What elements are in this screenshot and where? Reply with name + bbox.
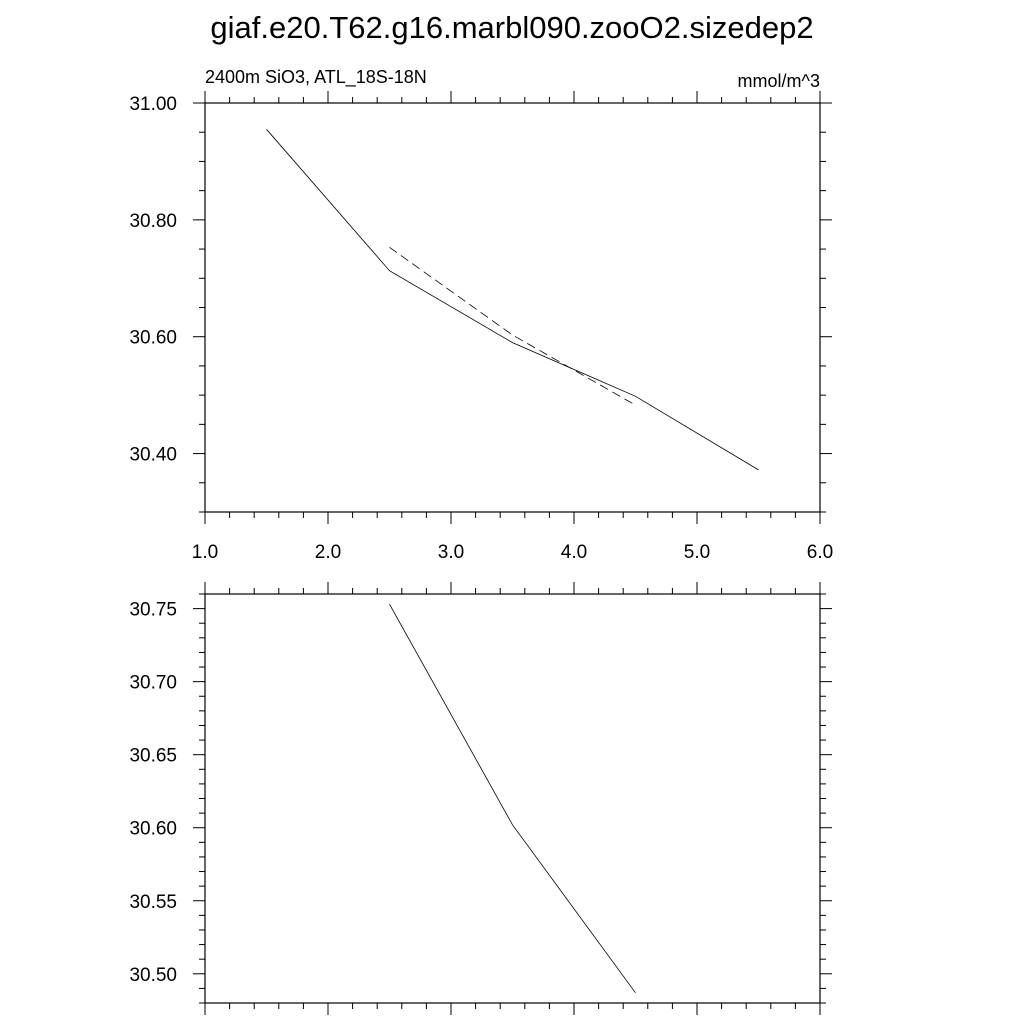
top-x-tick-label: 2.0 (315, 542, 341, 563)
bottom-y-tick-label: 30.55 (129, 892, 177, 913)
bottom-panel: 30.50 30.55 30.60 30.65 30.70 30.75 (129, 582, 832, 1015)
top-y-tick-label: 30.80 (129, 211, 177, 232)
bottom-y-tick-label: 30.50 (129, 965, 177, 986)
top-x-tick-label: 5.0 (684, 542, 710, 563)
bottom-panel-frame (204, 593, 821, 1004)
top-panel-units: mmol/m^3 (738, 71, 820, 91)
bottom-panel-ticks: 30.50 30.55 30.60 30.65 30.70 30.75 (129, 582, 832, 1015)
top-y-tick-label: 30.60 (129, 328, 177, 349)
top-x-tick-label: 3.0 (438, 542, 464, 563)
top-y-tick-label: 30.40 (129, 445, 177, 466)
top-panel-series (266, 129, 759, 471)
top-x-tick-label: 6.0 (807, 542, 833, 563)
bottom-y-tick-label: 30.60 (129, 819, 177, 840)
top-y-tick-label: 31.00 (129, 94, 177, 115)
top-x-tick-label: 4.0 (561, 542, 587, 563)
bottom-y-tick-label: 30.75 (129, 600, 177, 621)
top-panel-ticks: 1.0 2.0 3.0 4.0 5.0 6.0 30.40 30.60 30.80 31.00 (129, 91, 833, 563)
bottom-series-solid-line (389, 604, 636, 994)
top-x-tick-label: 1.0 (192, 542, 218, 563)
top-series-solid-line (266, 129, 759, 471)
bottom-panel-series (389, 604, 636, 994)
bottom-y-tick-label: 30.65 (129, 746, 177, 767)
top-panel: 2400m SiO3, ATL_18S-18N mmol/m^3 1.0 2.0 3… (129, 67, 833, 563)
top-series-dashed-line (389, 246, 636, 406)
bottom-y-tick-label: 30.70 (129, 673, 177, 694)
top-panel-left-string: 2400m SiO3, ATL_18S-18N (205, 67, 427, 88)
chart-title: giaf.e20.T62.g16.marbl090.zooO2.sizedep2 (210, 10, 813, 45)
